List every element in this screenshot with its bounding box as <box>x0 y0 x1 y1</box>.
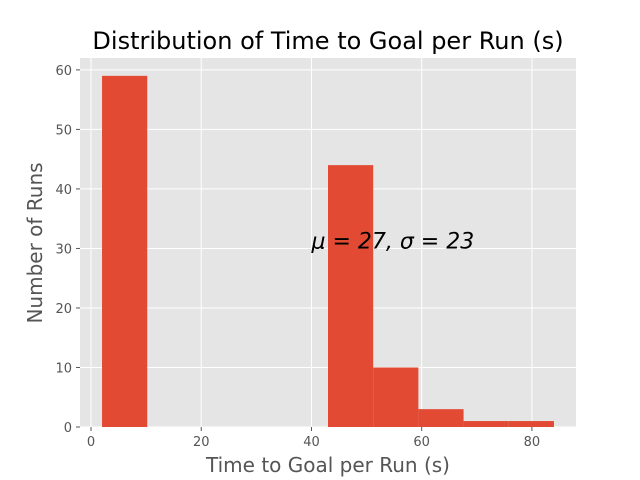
y-tick-label: 10 <box>55 361 72 376</box>
x-tick-label: 20 <box>193 435 210 450</box>
y-tick-label: 60 <box>55 64 72 79</box>
y-tick-label: 0 <box>64 421 72 436</box>
x-tick-label: 80 <box>524 435 541 450</box>
chart-title: Distribution of Time to Goal per Run (s) <box>92 27 563 55</box>
x-tick-label: 60 <box>413 435 430 450</box>
y-axis-label: Number of Runs <box>23 162 47 323</box>
x-tick-label: 0 <box>87 435 95 450</box>
y-tick-label: 20 <box>55 302 72 317</box>
ticks: 0 20 40 60 80 0 10 20 30 40 50 60 <box>55 64 540 450</box>
y-tick-label: 30 <box>55 242 72 257</box>
x-tick-label: 40 <box>303 435 320 450</box>
y-tick-label: 50 <box>55 123 72 138</box>
histogram-bar <box>418 409 464 427</box>
histogram-bar <box>328 165 374 427</box>
bars <box>102 75 554 428</box>
histogram-bar <box>373 367 419 427</box>
histogram-bar <box>508 421 554 427</box>
histogram-bar <box>463 421 509 427</box>
stats-annotation: μ = 27, σ = 23 <box>310 229 474 254</box>
histogram-bar <box>102 75 148 428</box>
y-tick-label: 40 <box>55 183 72 198</box>
x-axis-label: Time to Goal per Run (s) <box>205 453 450 477</box>
